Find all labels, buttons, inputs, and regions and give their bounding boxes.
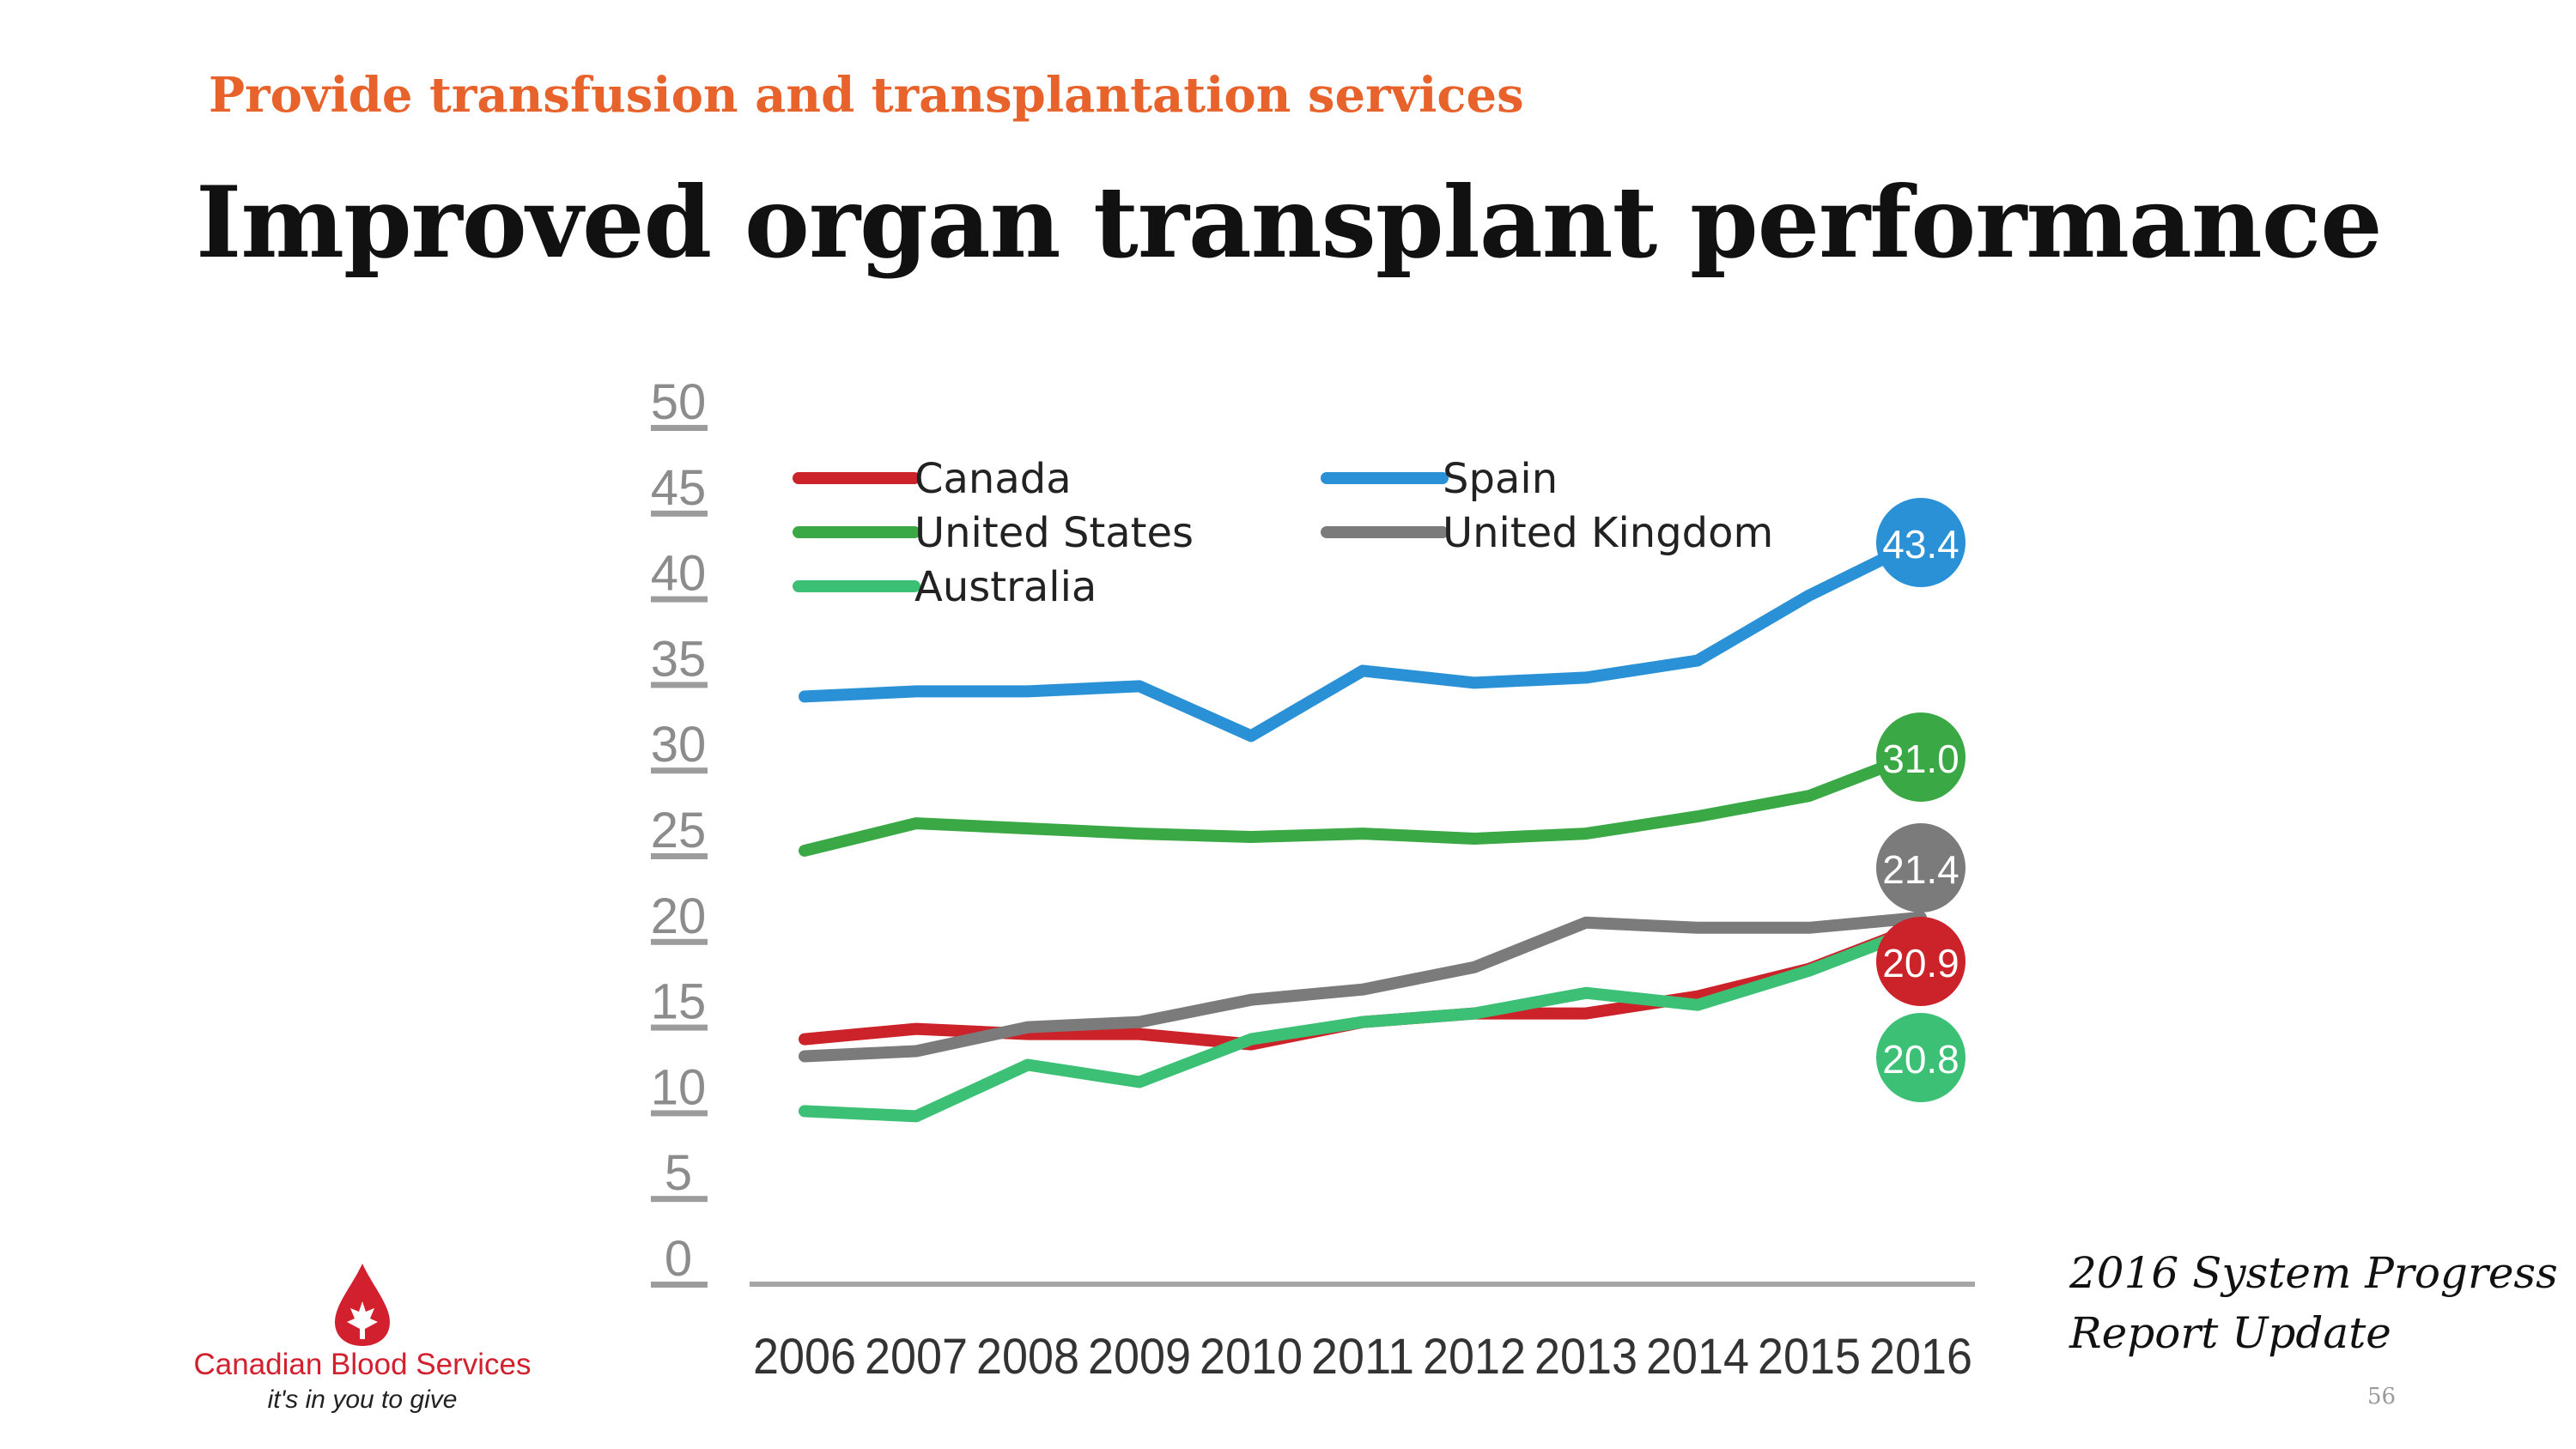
canadian-blood-services-logo: Canadian Blood Services it's in you to g… <box>182 1260 543 1423</box>
y-tick-label: 45 <box>651 460 707 516</box>
y-tick-bar <box>651 510 708 517</box>
x-tick-label: 2013 <box>1534 1329 1637 1385</box>
end-value-label: 31.0 <box>1882 737 1959 781</box>
series-line-spain <box>799 534 1927 743</box>
y-tick-bar <box>651 1196 708 1203</box>
legend-label: United Kingdom <box>1443 509 1773 557</box>
legend-label: Spain <box>1443 455 1558 503</box>
legend-label: Australia <box>914 563 1097 611</box>
y-tick-bar <box>651 1110 708 1117</box>
logo-name: Canadian Blood Services <box>193 1348 532 1381</box>
y-tick-label: 20 <box>651 888 707 944</box>
slide-title: Improved organ transplant performance <box>196 165 2383 280</box>
slide-subtitle: Provide transfusion and transplantation … <box>209 67 1524 124</box>
y-tick-label: 15 <box>651 974 707 1030</box>
y-tick-label: 35 <box>651 631 707 687</box>
y-tick-bar <box>651 1282 708 1288</box>
y-tick-bar <box>651 1024 708 1031</box>
series-line-united-kingdom <box>799 911 1927 1063</box>
x-tick-label: 2011 <box>1311 1329 1414 1385</box>
y-tick-label: 40 <box>651 546 707 602</box>
y-tick-label: 10 <box>651 1059 707 1115</box>
y-tick-bar <box>651 425 708 431</box>
blood-drop-maple-leaf-icon <box>335 1264 390 1346</box>
end-value-label: 20.8 <box>1882 1037 1959 1082</box>
x-tick-label: 2012 <box>1423 1329 1526 1385</box>
end-value-label: 21.4 <box>1882 847 1959 892</box>
y-tick-label: 25 <box>651 803 707 858</box>
report-caption-line-1: 2016 System Progress <box>2069 1248 2558 1298</box>
y-tick-label: 50 <box>651 374 707 430</box>
y-tick-bar <box>651 853 708 859</box>
x-tick-label: 2015 <box>1758 1329 1861 1385</box>
y-tick-bar <box>651 682 708 688</box>
y-tick-label: 30 <box>651 717 707 773</box>
y-tick-bar <box>651 767 708 774</box>
y-tick-bar <box>651 938 708 945</box>
logo-tagline: it's in you to give <box>267 1385 458 1414</box>
report-caption-line-2: Report Update <box>2069 1308 2391 1358</box>
legend-label: United States <box>914 509 1194 557</box>
end-value-badge <box>1876 1013 1965 1102</box>
x-tick-label: 2009 <box>1088 1329 1191 1385</box>
end-value-badge <box>1876 917 1965 1006</box>
end-value-badge <box>1876 498 1965 587</box>
y-tick-label: 5 <box>665 1145 692 1201</box>
report-caption: 2016 System Progress Report Update <box>2069 1243 2558 1363</box>
series-line-australia <box>799 921 1927 1123</box>
x-tick-label: 2014 <box>1646 1329 1749 1385</box>
x-tick-label: 2016 <box>1869 1329 1972 1385</box>
x-tick-label: 2008 <box>976 1329 1079 1385</box>
series-line-united-states <box>799 747 1927 857</box>
x-tick-label: 2007 <box>865 1329 968 1385</box>
y-tick-bar <box>651 596 708 603</box>
legend-label: Canada <box>914 455 1072 503</box>
end-value-badge <box>1876 823 1965 912</box>
x-tick-label: 2010 <box>1200 1329 1303 1385</box>
end-value-label: 43.4 <box>1882 522 1959 567</box>
page-number: 56 <box>2367 1384 2397 1410</box>
end-value-label: 20.9 <box>1882 941 1959 985</box>
y-tick-label: 0 <box>665 1231 692 1287</box>
x-tick-label: 2006 <box>753 1329 856 1385</box>
end-value-badge <box>1876 712 1965 802</box>
